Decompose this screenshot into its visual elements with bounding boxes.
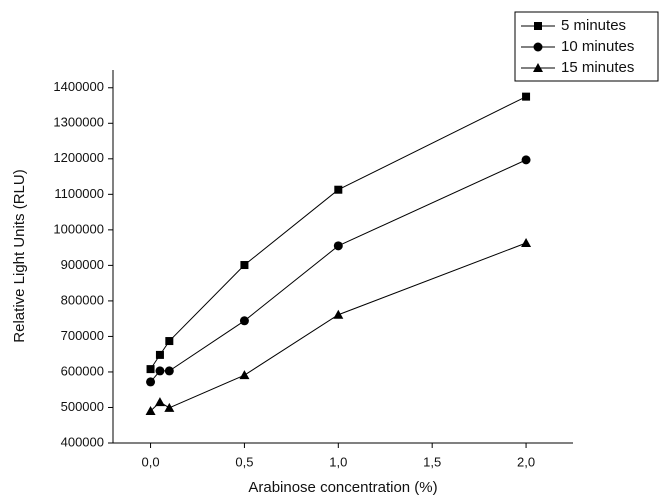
y-tick-label: 1400000: [53, 79, 104, 94]
data-point: [333, 309, 344, 319]
x-tick-label: 0,5: [235, 454, 253, 469]
y-tick-label: 800000: [61, 292, 104, 307]
y-tick-label: 1200000: [53, 150, 104, 165]
data-point: [239, 370, 250, 380]
data-point: [154, 397, 165, 407]
y-axis-label: Relative Light Units (RLU): [11, 169, 28, 342]
data-point: [155, 350, 164, 359]
data-point: [521, 238, 532, 248]
data-point: [155, 366, 165, 376]
legend-label: 15 minutes: [561, 59, 634, 76]
data-point: [165, 337, 174, 346]
x-tick-label: 2,0: [517, 454, 535, 469]
data-point: [164, 402, 175, 412]
series-line: [150, 242, 527, 412]
y-tick-label: 400000: [61, 434, 104, 449]
data-point: [164, 366, 174, 376]
y-tick-label: 700000: [61, 328, 104, 343]
legend-label: 10 minutes: [561, 38, 634, 55]
series-line: [150, 96, 527, 370]
data-point: [239, 316, 249, 326]
data-point: [146, 365, 155, 374]
x-axis-label: Arabinose concentration (%): [248, 479, 437, 496]
y-tick-label: 500000: [61, 399, 104, 414]
y-tick-label: 1000000: [53, 221, 104, 236]
data-point: [240, 261, 249, 270]
legend-marker: [534, 22, 542, 30]
y-tick-label: 600000: [61, 363, 104, 378]
y-tick-label: 900000: [61, 257, 104, 272]
x-tick-label: 0,0: [142, 454, 160, 469]
x-tick-label: 1,0: [329, 454, 347, 469]
y-tick-label: 1100000: [54, 186, 104, 201]
x-tick-label: 1,5: [423, 454, 441, 469]
legend-marker: [533, 63, 543, 72]
data-point: [146, 377, 156, 387]
data-point: [333, 241, 343, 251]
y-tick-label: 1300000: [53, 115, 104, 130]
data-point: [145, 406, 156, 416]
data-point: [334, 185, 343, 194]
legend-label: 5 minutes: [561, 17, 626, 34]
data-point: [521, 155, 531, 165]
legend-marker: [533, 42, 543, 52]
data-point: [522, 92, 531, 101]
